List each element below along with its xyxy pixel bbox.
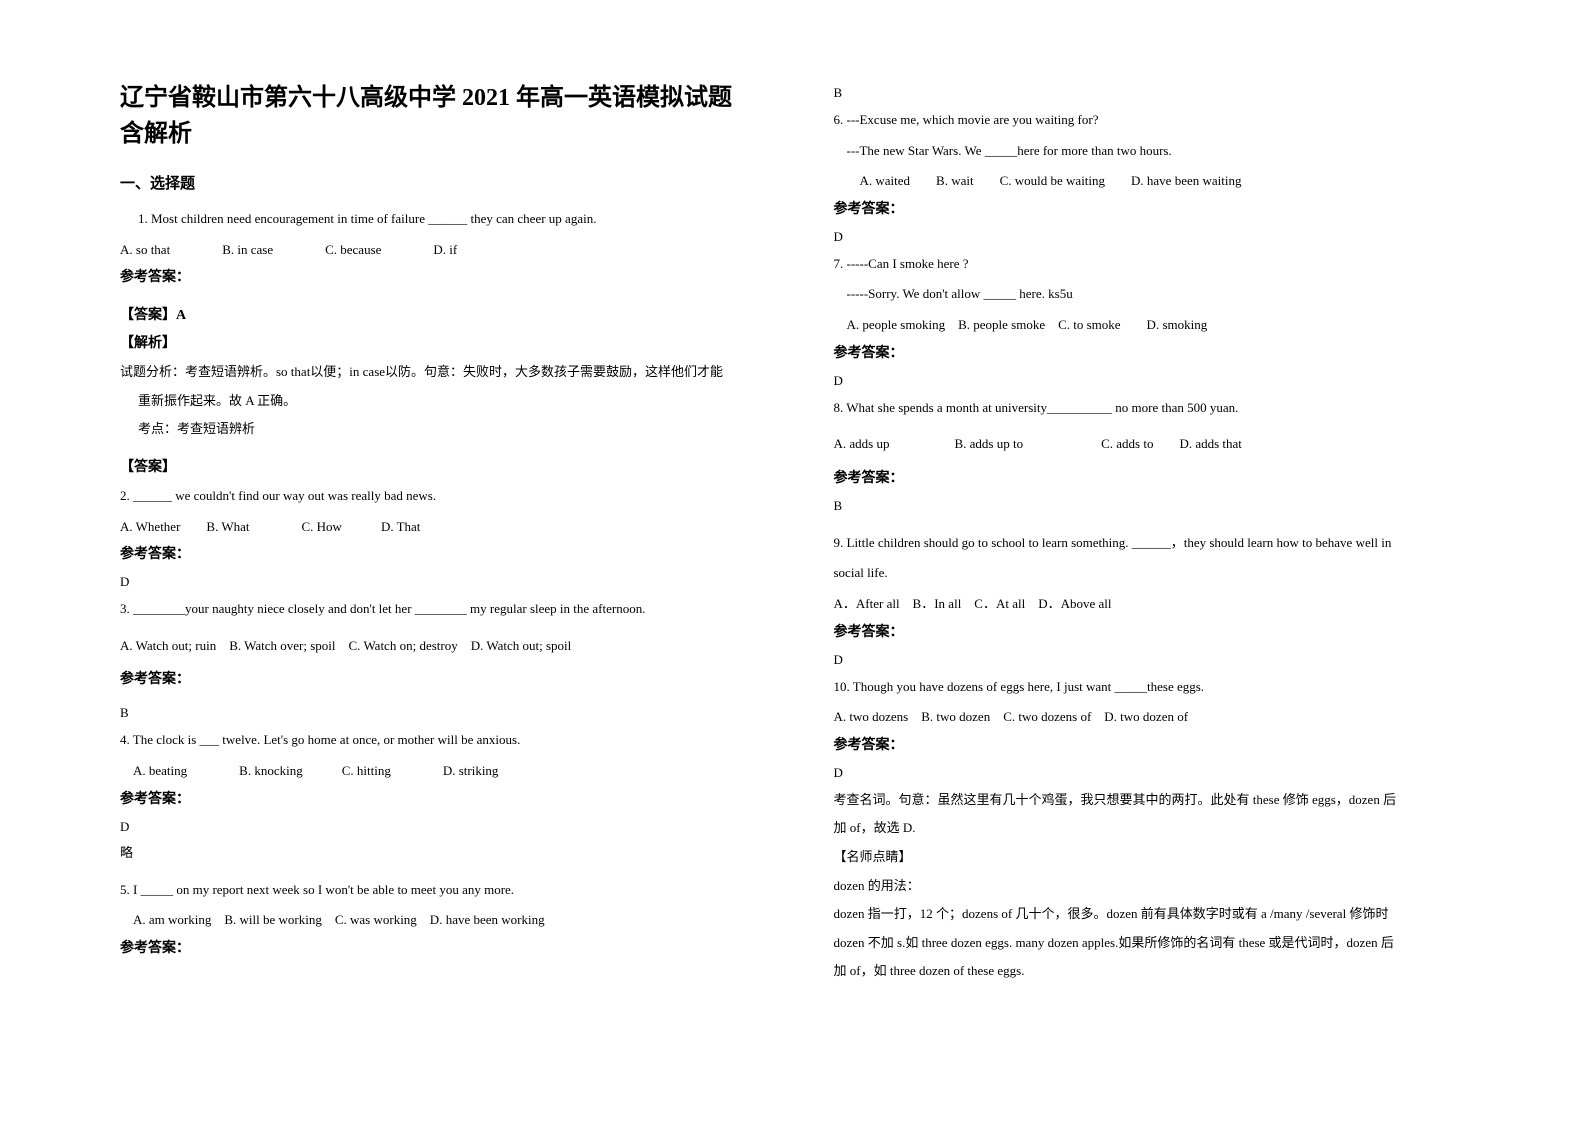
- q2-options: A. Whether B. What C. How D. That: [120, 513, 754, 542]
- q1-answer-label: 参考答案：: [120, 264, 754, 292]
- q2-text: 2. ______ we couldn't find our way out w…: [120, 482, 754, 511]
- q9-answer-value: D: [834, 647, 1468, 673]
- q3-answer-value: B: [120, 700, 754, 726]
- q7-answer-label: 参考答案：: [834, 340, 1468, 368]
- q10-answer-value: D: [834, 760, 1468, 786]
- q8-answer-label: 参考答案：: [834, 465, 1468, 493]
- q8-answer-value: B: [834, 493, 1468, 519]
- q10-tip-label: 【名师点睛】: [834, 843, 1468, 872]
- q6-answer-value: D: [834, 224, 1468, 250]
- q3-options: A. Watch out; ruin B. Watch over; spoil …: [120, 632, 754, 661]
- q10-options: A. two dozens B. two dozen C. two dozens…: [834, 703, 1468, 732]
- q8-text: 8. What she spends a month at university…: [834, 394, 1468, 423]
- q1-explain-text: 试题分析：考查短语辨析。so that以便；in case以防。句意：失败时，大…: [120, 358, 754, 387]
- q10-tip-text4: 加 of，如 three dozen of these eggs.: [834, 957, 1468, 986]
- q5-text: 5. I _____ on my report next week so I w…: [120, 876, 754, 905]
- q7-options: A. people smoking B. people smoke C. to …: [834, 311, 1468, 340]
- q10-tip-text1: dozen 的用法：: [834, 872, 1468, 901]
- q8-options: A. adds up B. adds up to C. adds to D. a…: [834, 430, 1468, 459]
- q4-options: A. beating B. knocking C. hitting D. str…: [120, 757, 754, 786]
- q9-text1: 9. Little children should go to school t…: [834, 529, 1468, 558]
- q9-options: A．After all B．In all C．At all D．Above al…: [834, 590, 1468, 619]
- q6-answer-label: 参考答案：: [834, 196, 1468, 224]
- q7-text1: 7. -----Can I smoke here ?: [834, 250, 1468, 279]
- q4-answer-label: 参考答案：: [120, 786, 754, 814]
- document-title: 辽宁省鞍山市第六十八高级中学 2021 年高一英语模拟试题含解析: [120, 80, 754, 152]
- q1-options: A. so that B. in case C. because D. if: [120, 236, 754, 265]
- q2-answer-value: D: [120, 569, 754, 595]
- q10-explain2: 加 of，故选 D.: [834, 814, 1468, 843]
- q5-options: A. am working B. will be working C. was …: [120, 906, 754, 935]
- q4-answer-value: D: [120, 814, 754, 840]
- right-column: B 6. ---Excuse me, which movie are you w…: [794, 80, 1488, 1062]
- q6-text2: ---The new Star Wars. We _____here for m…: [834, 137, 1468, 166]
- q3-answer-label: 参考答案：: [120, 666, 754, 694]
- q7-text2: -----Sorry. We don't allow _____ here. k…: [834, 280, 1468, 309]
- q1-text: 1. Most children need encouragement in t…: [120, 205, 754, 234]
- left-column: 辽宁省鞍山市第六十八高级中学 2021 年高一英语模拟试题含解析 一、选择题 1…: [100, 80, 794, 1062]
- q10-answer-label: 参考答案：: [834, 732, 1468, 760]
- q9-text2: social life.: [834, 559, 1468, 588]
- q6-text1: 6. ---Excuse me, which movie are you wai…: [834, 106, 1468, 135]
- q10-text: 10. Though you have dozens of eggs here,…: [834, 673, 1468, 702]
- q5-answer-value: B: [834, 80, 1468, 106]
- q6-options: A. waited B. wait C. would be waiting D.…: [834, 167, 1468, 196]
- q4-note: 略: [120, 840, 754, 866]
- q1-point: 考点：考查短语辨析: [120, 415, 754, 444]
- section-heading: 一、选择题: [120, 172, 754, 193]
- q5-answer-label: 参考答案：: [120, 935, 754, 963]
- q1-answer-key: 【答案】A: [120, 302, 754, 330]
- q2-answer-heading: 【答案】: [120, 454, 754, 482]
- q1-explain-text2: 重新振作起来。故 A 正确。: [120, 387, 754, 416]
- q4-text: 4. The clock is ___ twelve. Let's go hom…: [120, 726, 754, 755]
- q9-answer-label: 参考答案：: [834, 619, 1468, 647]
- q10-tip-text2: dozen 指一打，12 个；dozens of 几十个，很多。dozen 前有…: [834, 900, 1468, 929]
- q2-answer-label: 参考答案：: [120, 541, 754, 569]
- q1-explain-label: 【解析】: [120, 330, 754, 358]
- q3-text: 3. ________your naughty niece closely an…: [120, 595, 754, 624]
- q7-answer-value: D: [834, 368, 1468, 394]
- q10-explain1: 考查名词。句意：虽然这里有几十个鸡蛋，我只想要其中的两打。此处有 these 修…: [834, 786, 1468, 815]
- q10-tip-text3: dozen 不加 s.如 three dozen eggs. many doze…: [834, 929, 1468, 958]
